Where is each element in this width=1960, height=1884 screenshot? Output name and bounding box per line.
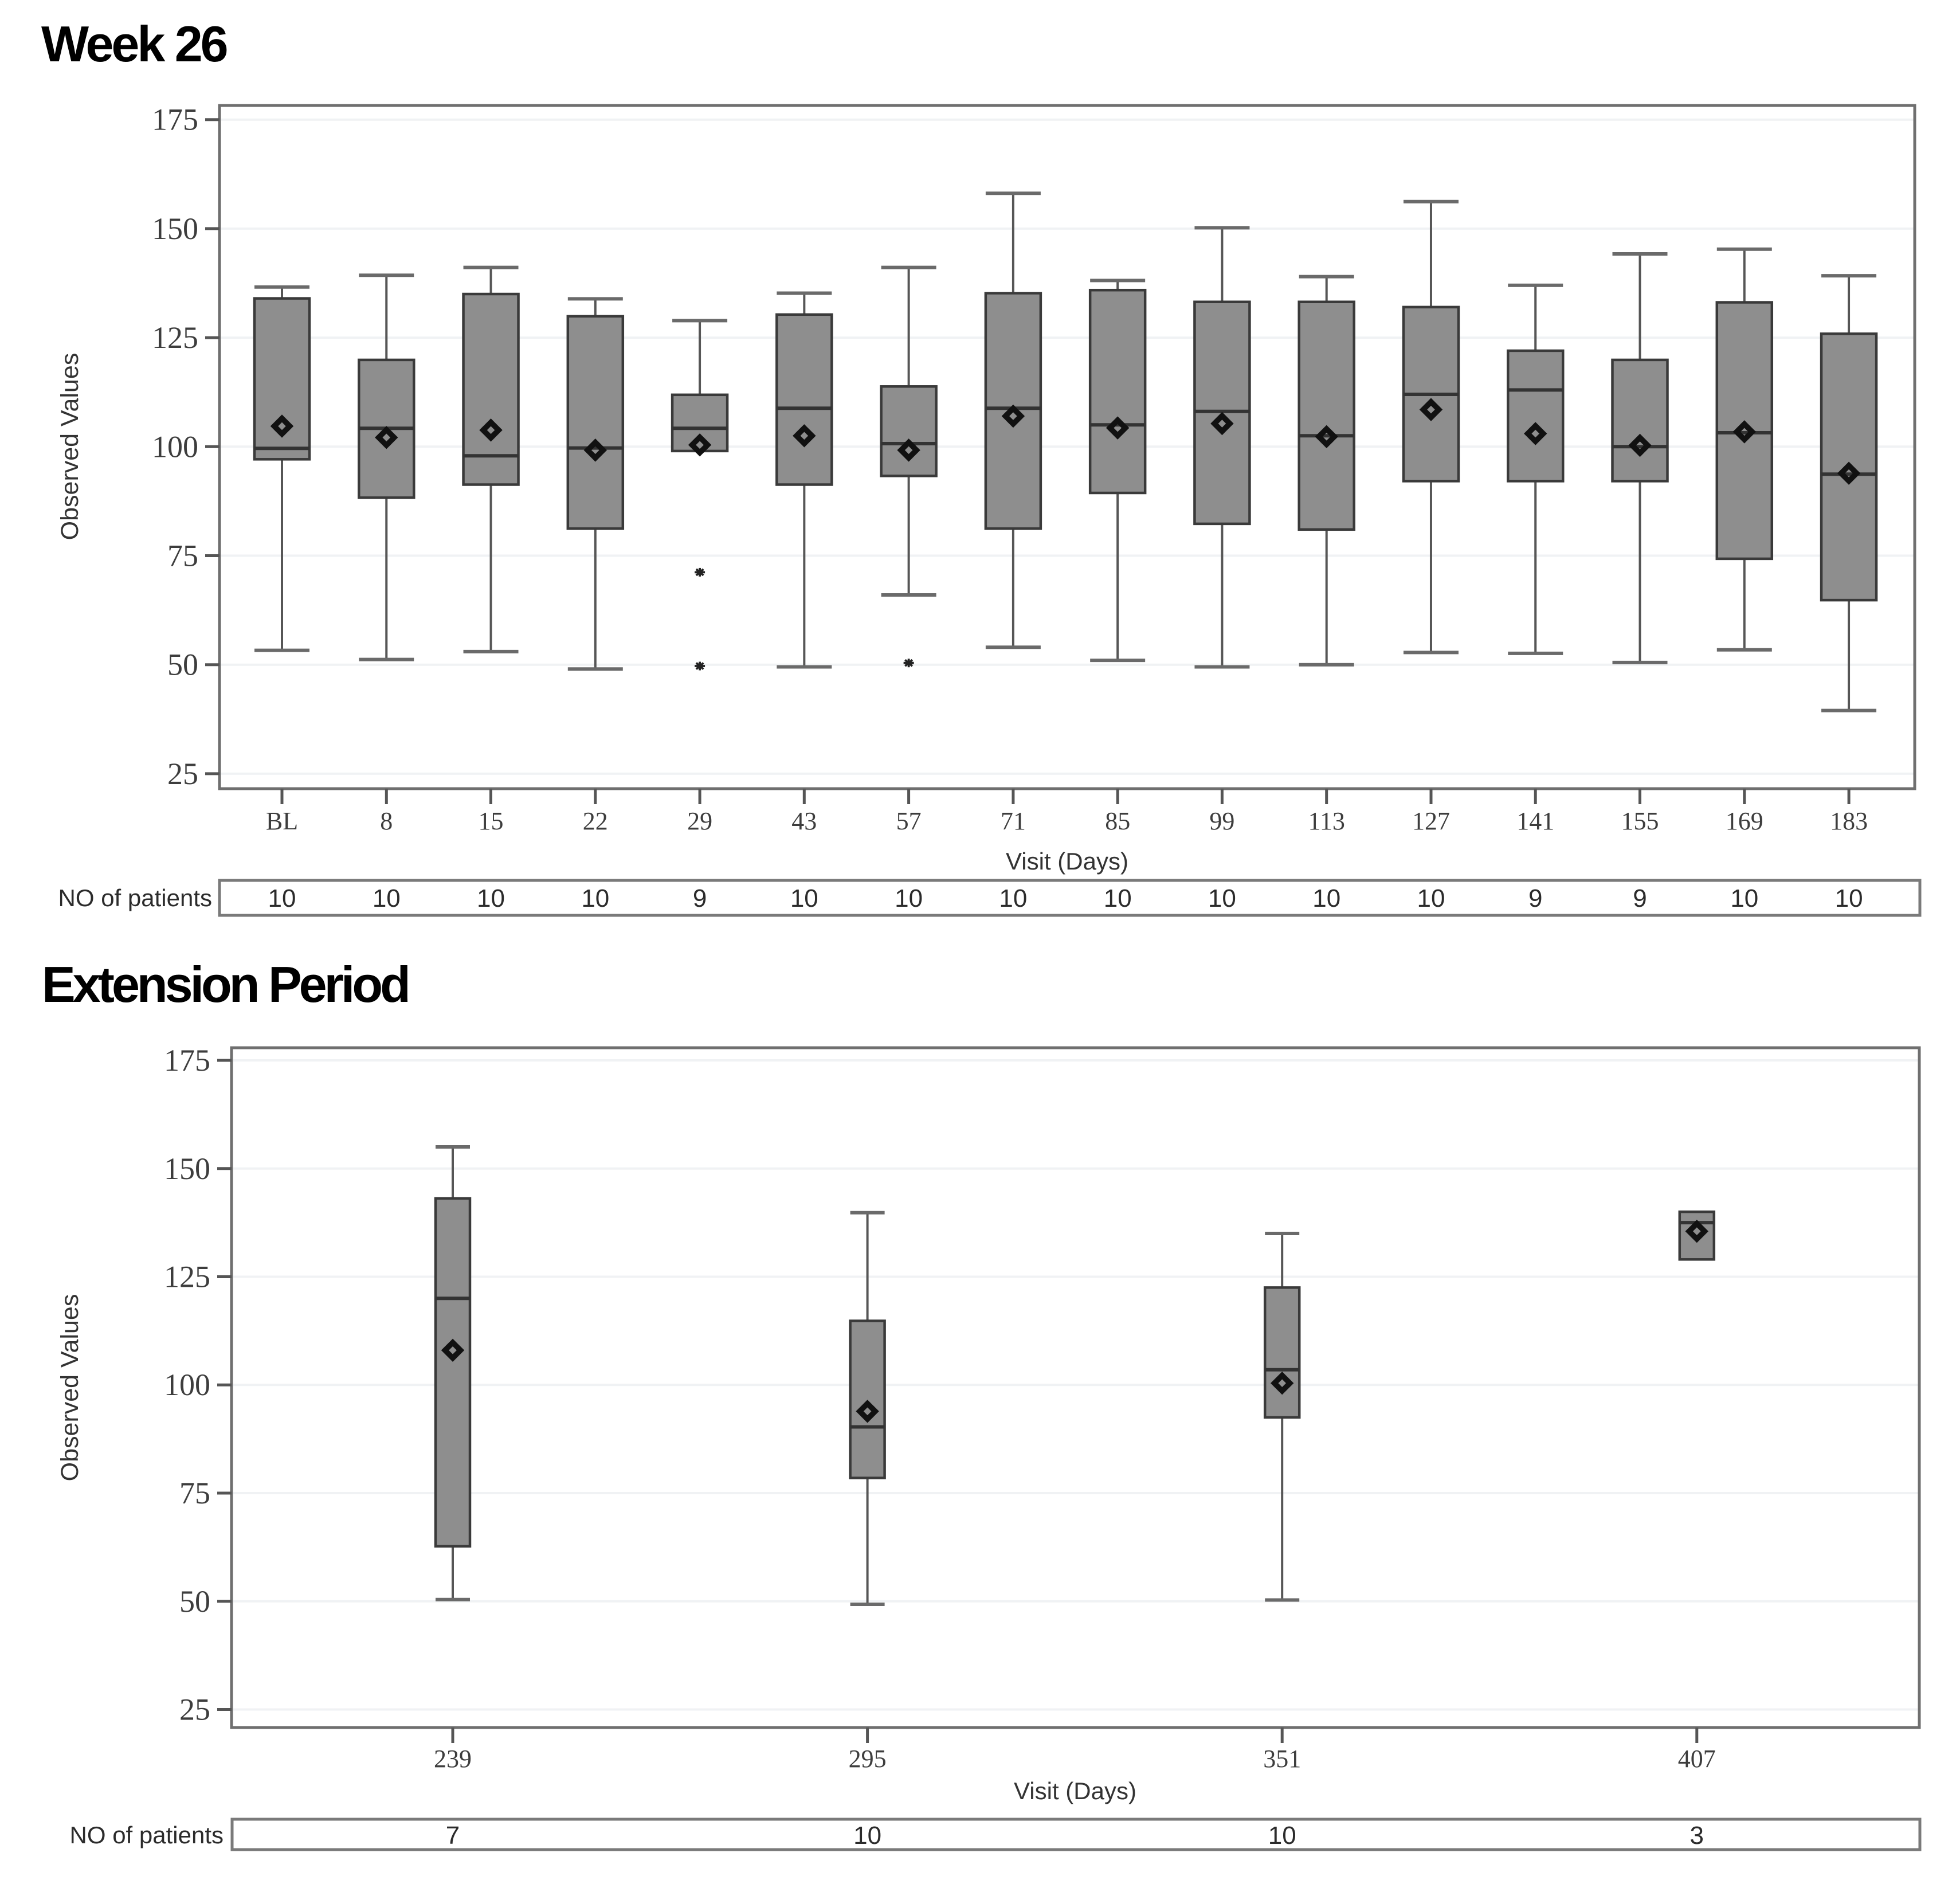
svg-text:141: 141 (1516, 807, 1554, 835)
svg-text:10: 10 (895, 884, 923, 912)
svg-text:10: 10 (790, 884, 818, 912)
svg-text:10: 10 (1208, 884, 1236, 912)
svg-text:100: 100 (164, 1368, 210, 1402)
svg-text:Observed Values: Observed Values (56, 1294, 84, 1482)
svg-text:25: 25 (179, 1693, 210, 1727)
svg-text:100: 100 (152, 429, 198, 464)
svg-text:7: 7 (446, 1822, 460, 1850)
svg-text:169: 169 (1726, 807, 1763, 835)
svg-text:10: 10 (581, 884, 609, 912)
svg-text:BL: BL (266, 807, 298, 835)
svg-text:150: 150 (152, 211, 198, 246)
svg-text:10: 10 (268, 884, 296, 912)
svg-text:125: 125 (164, 1260, 210, 1294)
svg-text:150: 150 (164, 1151, 210, 1186)
svg-text:175: 175 (152, 103, 198, 137)
svg-text:155: 155 (1621, 807, 1659, 835)
svg-text:71: 71 (1001, 807, 1026, 835)
svg-text:Visit (Days): Visit (Days) (1014, 1777, 1136, 1804)
svg-text:10: 10 (999, 884, 1027, 912)
svg-text:10: 10 (1268, 1822, 1296, 1850)
svg-text:85: 85 (1105, 807, 1130, 835)
svg-text:29: 29 (687, 807, 712, 835)
svg-text:99: 99 (1209, 807, 1234, 835)
svg-text:50: 50 (179, 1584, 210, 1619)
svg-text:10: 10 (1104, 884, 1132, 912)
svg-text:127: 127 (1412, 807, 1450, 835)
svg-text:10: 10 (1312, 884, 1340, 912)
svg-text:3: 3 (1690, 1822, 1704, 1850)
svg-text:407: 407 (1678, 1745, 1716, 1773)
svg-text:10: 10 (1835, 884, 1863, 912)
svg-text:10: 10 (1730, 884, 1758, 912)
svg-text:25: 25 (167, 757, 198, 791)
svg-text:Observed Values: Observed Values (56, 353, 84, 540)
svg-text:10: 10 (477, 884, 505, 912)
svg-text:295: 295 (849, 1745, 887, 1773)
svg-text:75: 75 (179, 1476, 210, 1510)
svg-text:15: 15 (479, 807, 504, 835)
svg-text:239: 239 (434, 1745, 472, 1773)
svg-text:183: 183 (1830, 807, 1868, 835)
svg-text:10: 10 (373, 884, 401, 912)
svg-text:9: 9 (693, 884, 707, 912)
svg-text:125: 125 (152, 320, 198, 355)
svg-text:9: 9 (1528, 884, 1542, 912)
svg-text:NO of patients: NO of patients (70, 1822, 224, 1848)
svg-text:351: 351 (1263, 1745, 1301, 1773)
svg-text:22: 22 (583, 807, 608, 835)
svg-text:50: 50 (167, 648, 198, 682)
svg-text:9: 9 (1633, 884, 1647, 912)
svg-text:113: 113 (1308, 807, 1345, 835)
svg-text:Week 26: Week 26 (41, 15, 227, 72)
svg-text:10: 10 (1417, 884, 1445, 912)
svg-text:57: 57 (896, 807, 922, 835)
svg-text:75: 75 (167, 539, 198, 573)
svg-text:Visit (Days): Visit (Days) (1006, 848, 1128, 875)
svg-text:175: 175 (164, 1043, 210, 1078)
svg-text:10: 10 (853, 1822, 881, 1850)
svg-text:8: 8 (380, 807, 393, 835)
svg-text:NO of patients: NO of patients (58, 884, 212, 911)
svg-text:43: 43 (791, 807, 817, 835)
svg-text:Extension Period: Extension Period (42, 956, 408, 1013)
